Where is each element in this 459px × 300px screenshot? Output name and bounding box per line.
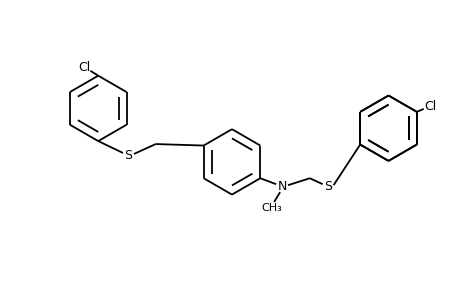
Text: Cl: Cl <box>424 100 436 113</box>
Text: S: S <box>123 149 132 162</box>
Text: Cl: Cl <box>78 61 90 74</box>
Text: CH₃: CH₃ <box>261 203 282 213</box>
Text: N: N <box>277 180 286 193</box>
Text: S: S <box>323 180 331 193</box>
